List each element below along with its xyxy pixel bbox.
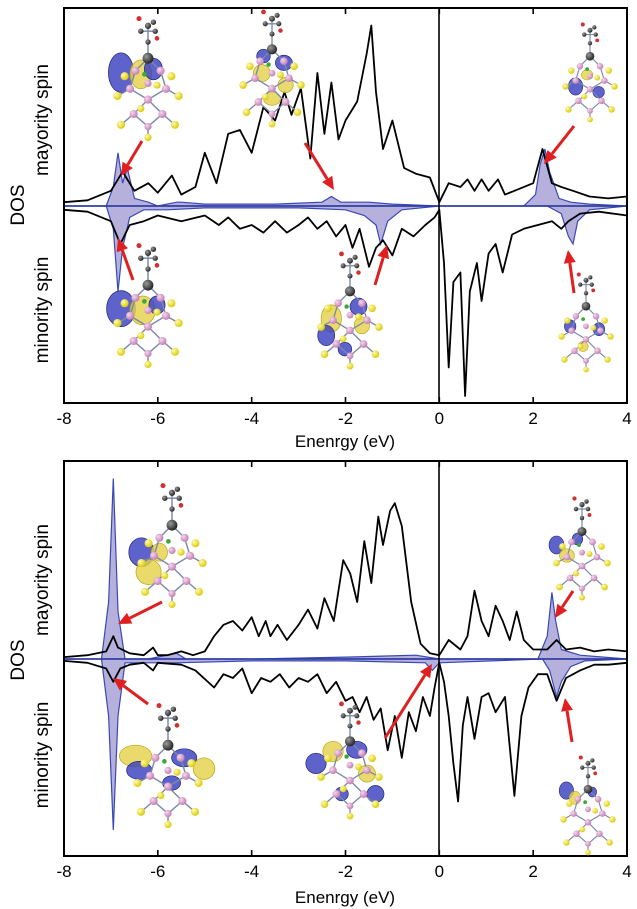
total-dos-minority <box>63 208 628 397</box>
x-ticks: -8 -6 -4 -2 0 2 4 <box>56 8 632 428</box>
arrows <box>113 590 575 743</box>
orbital-insets <box>119 483 616 856</box>
pointer-arrow <box>121 140 144 176</box>
pointer-arrow <box>555 590 575 618</box>
minority-spin-label: minority spin <box>32 702 53 809</box>
orbital-inset <box>239 9 305 128</box>
orbital-inset <box>548 496 611 601</box>
orbital-inset <box>558 272 614 373</box>
orbital-inset <box>106 243 183 368</box>
x-tick-label: -2 <box>338 862 353 881</box>
x-tick-label: -8 <box>56 862 71 881</box>
orbital-inset <box>128 483 207 608</box>
x-tick-label: -6 <box>150 409 165 428</box>
arrows <box>116 125 576 294</box>
plot-area <box>63 478 628 831</box>
dos-panel-bottom: -8 -6 -4 -2 0 2 4 DOS mayority spin minority s… <box>8 460 632 907</box>
x-tick-label: -2 <box>338 409 353 428</box>
total-dos-minority <box>63 660 628 803</box>
projected-dos-minority <box>64 658 628 831</box>
x-tick-label: -8 <box>56 409 71 428</box>
pointer-arrow <box>116 238 135 281</box>
total-dos-majority <box>63 502 628 658</box>
pointer-arrow <box>563 250 576 294</box>
x-tick-label: -4 <box>244 862 259 881</box>
projected-dos-majority <box>64 148 628 207</box>
pointer-arrow <box>113 678 149 706</box>
x-tick-label: -4 <box>244 409 259 428</box>
pointer-arrow <box>303 142 334 190</box>
pointer-arrow <box>544 125 576 164</box>
x-tick-label: 4 <box>622 862 631 881</box>
x-axis-title: Enenrgy (eV) <box>295 888 395 907</box>
orbital-inset <box>317 251 383 370</box>
orbital-inset <box>558 755 616 856</box>
x-axis-title: Enenrgy (eV) <box>295 432 395 451</box>
orbital-insets <box>106 9 618 373</box>
orbital-inset <box>108 16 183 141</box>
pointer-arrow <box>561 698 574 743</box>
x-tick-label: 0 <box>435 862 444 881</box>
projected-dos-majority <box>64 478 628 660</box>
majority-spin-label: mayority spin <box>32 524 53 636</box>
x-ticks: -8 -6 -4 -2 0 2 4 <box>56 461 632 881</box>
x-tick-label: 2 <box>528 409 537 428</box>
pointer-arrow <box>118 600 163 624</box>
x-tick-label: 2 <box>528 862 537 881</box>
dos-panel-top: -8 -6 -4 -2 0 2 4 DOS mayority spin minority s… <box>8 7 632 451</box>
dos-axis-label: DOS <box>8 184 29 225</box>
orbital-inset <box>119 703 216 828</box>
x-tick-label: 4 <box>622 409 631 428</box>
dos-axis-label: DOS <box>8 639 29 680</box>
majority-spin-label: mayority spin <box>32 64 53 176</box>
total-dos-majority <box>63 24 628 204</box>
pointer-arrow <box>373 245 390 286</box>
orbital-inset <box>562 22 618 123</box>
orbital-inset <box>305 701 385 820</box>
pointer-arrow <box>383 664 432 739</box>
minority-spin-label: minority spin <box>32 257 53 364</box>
x-tick-label: 0 <box>435 409 444 428</box>
x-tick-label: -6 <box>150 862 165 881</box>
